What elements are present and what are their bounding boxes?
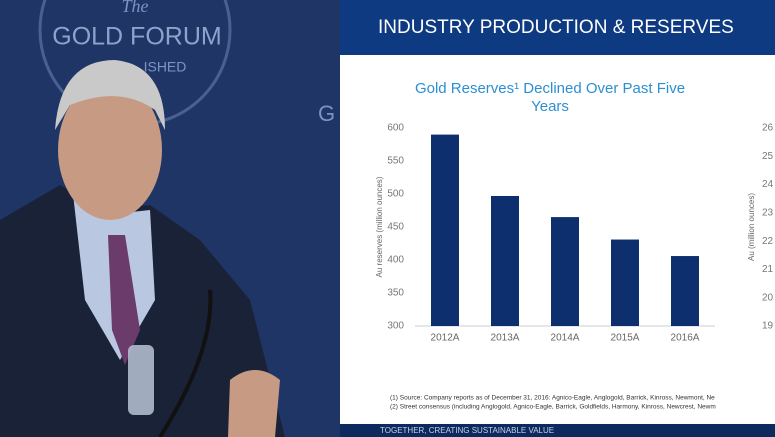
slide-header — [340, 0, 775, 55]
y-tick-label: 550 — [387, 156, 404, 167]
logo-tag: ISHED — [144, 59, 187, 75]
bar — [611, 239, 639, 326]
logo-the: The — [122, 0, 149, 16]
y2-tick-label: 22 — [762, 236, 774, 247]
footnote: (2) Street consensus (including Anglogol… — [390, 404, 716, 411]
y2-tick-label: 23 — [762, 207, 774, 218]
chart-title: Gold Reserves¹ Declined Over Past Five Y… — [414, 80, 686, 115]
speaker-hair — [55, 60, 165, 130]
x-tick-label: 2014A — [551, 333, 580, 344]
speaker-hand — [228, 370, 280, 437]
footer-text: TOGETHER, CREATING SUSTAINABLE VALUE — [380, 426, 554, 435]
slide-title: INDUSTRY PRODUCTION & RESERVES — [378, 17, 734, 38]
water-bottle — [128, 345, 154, 415]
x-tick-label: 2012A — [431, 333, 460, 344]
microphone — [158, 289, 213, 437]
y-tick-label: 400 — [387, 255, 404, 266]
bar — [671, 256, 699, 326]
x-tick-label: 2015A — [611, 333, 640, 344]
logo-name: GOLD FORUM — [52, 23, 221, 51]
y2-axis-label: Au (million ounces) — [747, 193, 756, 261]
y-tick-label: 600 — [387, 123, 404, 134]
y2-tick-label: 26 — [762, 123, 774, 134]
y-axis-label: Au reserves (million ounces) — [375, 176, 384, 277]
x-tick-label: 2016A — [671, 333, 700, 344]
bar — [551, 217, 579, 326]
bar — [431, 134, 459, 326]
y2-tick-label: 19 — [762, 321, 774, 332]
y-tick-label: 450 — [387, 222, 404, 233]
y-tick-label: 350 — [387, 288, 404, 299]
speaker-face — [58, 80, 162, 220]
y2-tick-label: 24 — [762, 179, 774, 190]
logo-fragment: G — [318, 101, 335, 126]
bar — [491, 195, 519, 326]
y-tick-label: 500 — [387, 189, 404, 200]
y2-tick-label: 25 — [762, 151, 774, 162]
x-tick-label: 2013A — [491, 333, 520, 344]
footnote: (1) Source: Company reports as of Decemb… — [390, 395, 715, 402]
slide-footer — [340, 424, 775, 437]
speaker-tie — [108, 235, 140, 365]
y-tick-label: 300 — [387, 321, 404, 332]
y2-tick-label: 21 — [762, 264, 774, 275]
y2-tick-label: 20 — [762, 292, 774, 303]
